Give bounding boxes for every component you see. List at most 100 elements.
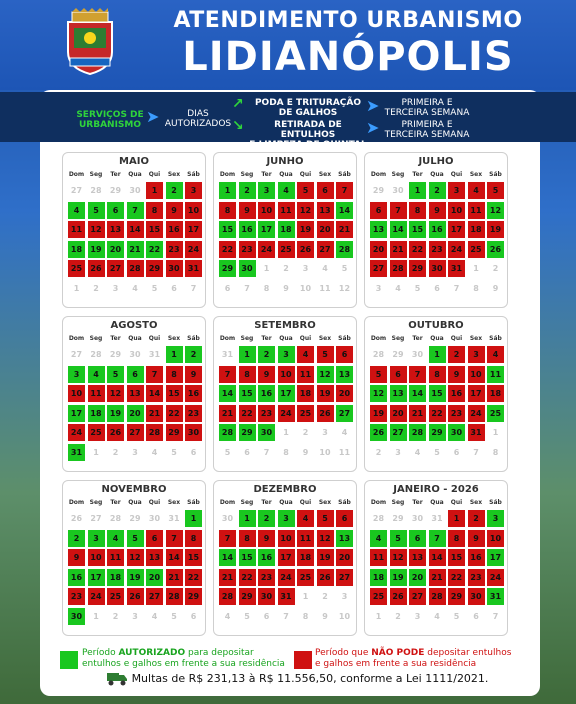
day-cell: 10: [257, 200, 276, 220]
day-cell: 3: [67, 364, 86, 384]
day-cell: 30: [257, 587, 276, 606]
month-title: OUTUBRO: [408, 320, 464, 331]
day-cell: 10: [486, 528, 505, 548]
weekday-label: Seg: [391, 171, 405, 178]
weekday-label: Sex: [167, 171, 181, 178]
day-cell: 10: [299, 283, 312, 293]
day-cell: 3: [184, 181, 203, 200]
day-cell: 4: [395, 283, 401, 293]
day-cell: 7: [283, 611, 289, 621]
day-cell: 20: [335, 384, 354, 403]
day-cell: 30: [392, 186, 404, 195]
day-cell: 7: [492, 611, 499, 621]
day-cell: 16: [257, 548, 276, 567]
day-cell: 23: [427, 239, 447, 259]
day-cell: 28: [90, 350, 102, 359]
day-cell: 23: [447, 403, 466, 423]
service-item-debris: RETIRADA DE ENTULHOS E LIMPEZA DE QUINTA…: [249, 120, 367, 150]
day-cell: 5: [171, 611, 177, 621]
month-calendar: JUNHO Dom Seg Ter Qua Qui Sex Sáb 1 2 3 4 5 6 7 8 9 10 11 1…: [213, 152, 357, 308]
day-cell: 5: [106, 364, 125, 384]
day-cell: 22: [447, 567, 466, 587]
forbidden-swatch: [294, 651, 312, 669]
day-cell: 27: [388, 423, 408, 442]
services-bar: SERVIÇOS DE URBANISMO ➤ DIAS AUTORIZADOS…: [0, 92, 576, 150]
day-cell: 5: [244, 611, 250, 621]
day-cell: 27: [335, 403, 354, 423]
weekday-label: Sáb: [489, 499, 502, 506]
day-cell: 5: [453, 611, 460, 621]
day-cell: 12: [296, 200, 315, 220]
day-cell: 21: [218, 403, 237, 423]
month-title: AGOSTO: [110, 320, 158, 331]
day-cell: 4: [466, 181, 486, 200]
day-cell: 20: [388, 403, 408, 423]
day-cell: 27: [408, 587, 427, 606]
weekday-label: Ter: [110, 499, 121, 506]
day-cell: 9: [447, 364, 466, 384]
day-cell: 1: [237, 509, 257, 528]
day-cell: 17: [276, 384, 296, 403]
day-cell: 3: [86, 528, 106, 548]
day-cell: 23: [257, 567, 276, 587]
day-cell: 27: [335, 567, 354, 587]
day-cell: 20: [125, 403, 145, 423]
month-calendar: JANEIRO - 2026 Dom Seg Ter Qua Qui Sex Sáb 28 29 3…: [364, 480, 508, 636]
weekday-label: Qua: [128, 335, 142, 342]
day-cell: 8: [408, 200, 427, 220]
day-cell: 10: [86, 548, 106, 567]
day-cell: 3: [132, 611, 138, 621]
weekday-label: Ter: [261, 335, 272, 342]
day-cell: 15: [164, 384, 184, 403]
day-cell: 8: [184, 528, 203, 548]
day-cell: 10: [319, 447, 331, 457]
day-cell: 6: [106, 200, 125, 220]
day-cell: 6: [224, 283, 231, 293]
day-cell: 31: [466, 423, 486, 442]
day-cell: 29: [109, 186, 122, 195]
month-title: MAIO: [119, 156, 149, 167]
weekday-label: Qui: [299, 335, 312, 342]
day-cell: 7: [263, 447, 270, 457]
day-cell: 18: [106, 567, 125, 587]
day-cell: 6: [315, 181, 335, 200]
day-cell: 23: [466, 567, 486, 587]
day-cell: 6: [190, 447, 197, 457]
day-cell: 17: [257, 220, 276, 239]
day-cell: 30: [466, 587, 486, 606]
day-cell: 3: [395, 447, 401, 457]
day-cell: 7: [408, 364, 427, 384]
day-cell: 6: [190, 611, 197, 621]
weekday-label: Ter: [110, 171, 121, 178]
day-cell: 5: [388, 528, 408, 548]
day-cell: 29: [372, 186, 385, 195]
day-cell: 17: [486, 548, 505, 567]
city-crest-icon: [67, 8, 113, 76]
day-cell: 1: [283, 428, 289, 437]
day-cell: 15: [218, 220, 237, 239]
day-cell: 26: [296, 239, 315, 259]
weekday-label: Sáb: [338, 499, 351, 506]
weekday-label: Sáb: [187, 171, 200, 178]
weekday-label: Qui: [299, 171, 312, 178]
day-cell: 16: [466, 548, 486, 567]
day-cell: 4: [106, 528, 125, 548]
day-cell: 12: [369, 384, 388, 403]
day-cell: 3: [112, 283, 119, 293]
day-cell: 4: [296, 345, 315, 364]
day-cell: 21: [164, 567, 184, 587]
day-cell: 16: [257, 384, 276, 403]
day-cell: 2: [283, 264, 289, 273]
day-cell: 2: [112, 447, 119, 457]
weekday-label: Qua: [128, 171, 142, 178]
month-calendar: NOVEMBRO Dom Seg Ter Qua Qui Sex Sáb 26 27 28 29 30 3…: [62, 480, 206, 636]
day-cell: 4: [414, 447, 421, 457]
day-cell: 17: [86, 567, 106, 587]
month-calendar: AGOSTO Dom Seg Ter Qua Qui Sex Sáb 27 28 29 30 31 1 2 3…: [62, 316, 206, 472]
weekday-label: Ter: [261, 499, 272, 506]
day-cell: 1: [302, 592, 309, 601]
day-cell: 7: [218, 528, 237, 548]
day-cell: 29: [447, 587, 466, 606]
day-cell: 21: [408, 403, 427, 423]
day-cell: 4: [67, 200, 86, 220]
